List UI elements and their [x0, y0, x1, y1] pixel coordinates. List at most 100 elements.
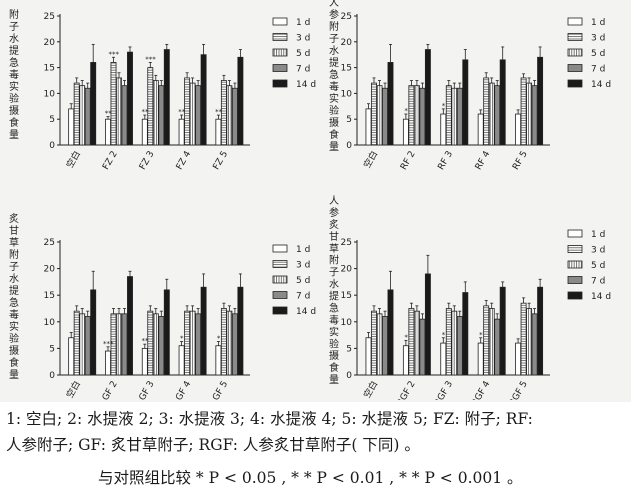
- legend-label: 3 d: [591, 246, 605, 256]
- bar: [127, 51, 133, 146]
- bar: [200, 54, 207, 146]
- bar: [413, 85, 420, 146]
- bar: [531, 313, 538, 376]
- figure-caption: 1: 空白; 2: 水提液 2; 3: 水提液 3; 4: 水提液 4; 5: …: [0, 402, 631, 499]
- bar: [68, 337, 75, 376]
- category-label: GF 4: [174, 379, 193, 400]
- category-label: RGF 4: [470, 379, 492, 400]
- bar: [382, 87, 388, 146]
- bar: [387, 62, 394, 146]
- category-label: GF 5: [211, 380, 230, 401]
- bar: [515, 113, 522, 146]
- bar: [413, 310, 420, 376]
- significance-marker: **: [215, 108, 223, 116]
- legend-label: 7 d: [591, 277, 605, 287]
- bar: [121, 313, 128, 376]
- bar: [116, 77, 122, 146]
- bar: [494, 85, 501, 146]
- bar: [237, 56, 244, 146]
- bar: [445, 308, 452, 376]
- y-tick-label: 0: [49, 141, 55, 151]
- legend-swatch: [567, 291, 583, 300]
- category-label: RGF 3: [433, 380, 455, 401]
- bar: [226, 310, 233, 376]
- bar: [152, 313, 159, 376]
- bar: [462, 292, 469, 376]
- bar: [231, 87, 238, 146]
- bar: [116, 313, 122, 376]
- category-label: FZ 2: [101, 150, 120, 172]
- y-axis-label: 炙甘草附子水提急毒实验摄食量: [9, 212, 19, 381]
- bar: [451, 87, 458, 146]
- bar: [200, 286, 207, 376]
- legend-label: 14 d: [591, 80, 611, 90]
- significance-marker: **: [142, 337, 150, 345]
- legend-swatch: [567, 229, 583, 238]
- bar: [189, 310, 196, 376]
- y-tick-label: 10: [341, 89, 353, 99]
- bar: [215, 118, 222, 146]
- bar: [462, 59, 469, 146]
- bar: [499, 59, 506, 146]
- bar: [371, 310, 377, 376]
- significance-marker: ***: [103, 340, 114, 348]
- bar: [515, 342, 522, 376]
- legend-label: 7 d: [296, 292, 310, 302]
- y-tick-label: 15: [44, 64, 55, 74]
- legend-swatch: [567, 260, 583, 269]
- bar: [483, 305, 490, 376]
- category-label: 空白: [64, 149, 83, 171]
- bar: [456, 87, 463, 146]
- bar: [520, 302, 527, 376]
- y-tick-label: 25: [341, 238, 352, 248]
- significance-marker: *: [180, 334, 184, 342]
- legend-swatch: [272, 64, 288, 72]
- y-axis-label: 人参炙甘草附子水提急毒实验摄食量: [329, 195, 339, 386]
- legend-swatch: [272, 48, 288, 57]
- legend-label: 5 d: [591, 49, 605, 59]
- bar: [189, 82, 196, 146]
- significance-marker: ***: [108, 50, 119, 58]
- significance-marker: **: [178, 108, 186, 116]
- legend-swatch: [272, 17, 288, 26]
- y-tick-label: 10: [341, 318, 353, 328]
- y-tick-label: 15: [341, 64, 352, 74]
- bar: [178, 345, 185, 376]
- bar: [68, 108, 75, 146]
- category-label: GF 3: [138, 380, 157, 401]
- bar: [371, 82, 377, 146]
- bar: [127, 276, 133, 376]
- category-label: FZ 3: [138, 150, 157, 172]
- bar: [520, 77, 527, 146]
- bar: [387, 289, 394, 376]
- y-tick-label: 20: [341, 38, 353, 48]
- bar: [121, 85, 128, 146]
- bar: [456, 316, 463, 376]
- bar: [477, 113, 484, 146]
- legend-label: 14 d: [591, 292, 611, 302]
- legend-label: 5 d: [591, 261, 605, 271]
- category-label: RF 2: [399, 150, 418, 172]
- bar: [105, 118, 111, 146]
- significance-marker: ***: [145, 55, 156, 63]
- legend-swatch: [567, 245, 583, 253]
- legend-label: 7 d: [296, 65, 310, 75]
- bar: [105, 350, 111, 376]
- bar: [494, 318, 501, 376]
- bar: [419, 87, 426, 146]
- bar: [79, 85, 86, 146]
- caption-line-3: 与对照组比较 * P < 0.05 , * * P < 0.01 , * * P…: [98, 469, 523, 487]
- bar: [220, 80, 227, 146]
- bar: [141, 118, 148, 146]
- significance-marker: *: [442, 331, 446, 339]
- y-tick-label: 20: [44, 38, 56, 48]
- bar: [402, 345, 409, 376]
- legend-label: 5 d: [296, 276, 310, 286]
- y-tick-label: 5: [346, 115, 352, 125]
- bar: [110, 62, 117, 146]
- bar: [483, 77, 490, 146]
- bar: [526, 308, 533, 376]
